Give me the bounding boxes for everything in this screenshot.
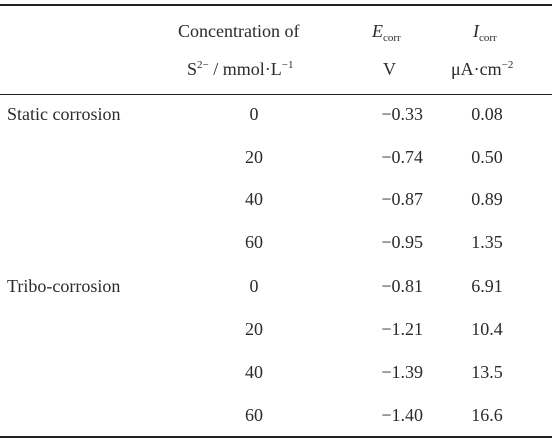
row-icorr: 0.08 <box>471 104 503 124</box>
row-ecorr: −0.81 <box>381 276 423 296</box>
row-concentration: 0 <box>249 104 259 124</box>
row-concentration: 0 <box>249 276 259 296</box>
header-concentration-line1: Concentration of <box>178 21 299 42</box>
row-concentration: 60 <box>245 232 263 252</box>
header-sulfide-charge: 2− <box>197 59 209 71</box>
header-sulfide-symbol: S <box>187 59 198 79</box>
row-concentration: 60 <box>245 405 263 425</box>
header-ecorr-unit: V <box>383 59 396 80</box>
row-ecorr: −0.33 <box>381 104 423 124</box>
row-icorr: 6.91 <box>471 276 503 296</box>
row-ecorr: −1.40 <box>381 405 423 425</box>
row-group-label: Static corrosion <box>7 104 121 124</box>
header-concentration-label: Concentration of <box>178 21 300 41</box>
row-icorr: 16.6 <box>471 405 503 425</box>
header-icorr-unit: μA·cm−2 <box>451 59 513 80</box>
row-ecorr: −0.74 <box>381 147 423 167</box>
header-icorr-symbol: I <box>473 21 479 41</box>
header-ecorr-subscript: corr <box>383 32 401 44</box>
table-header-rule <box>0 94 552 95</box>
row-concentration: 40 <box>245 362 263 382</box>
row-ecorr: −1.21 <box>381 319 423 339</box>
header-icorr-line1: Icorr <box>473 21 497 44</box>
row-ecorr: −0.87 <box>381 189 423 209</box>
row-icorr: 1.35 <box>471 232 503 252</box>
row-icorr: 0.50 <box>471 147 503 167</box>
row-ecorr: −0.95 <box>381 232 423 252</box>
header-concentration-unit-exponent: −1 <box>281 59 294 71</box>
row-icorr: 13.5 <box>471 362 503 382</box>
row-concentration: 40 <box>245 189 263 209</box>
row-concentration: 20 <box>245 319 263 339</box>
table-bottom-rule <box>0 436 552 438</box>
header-icorr-subscript: corr <box>479 32 497 44</box>
header-concentration-line2: S2− / mmol·L−1 <box>187 59 293 80</box>
row-icorr: 0.89 <box>471 189 503 209</box>
row-ecorr: −1.39 <box>381 362 423 382</box>
header-icorr-unit-text: μA·cm <box>451 59 502 79</box>
header-ecorr-unit-text: V <box>383 59 396 79</box>
row-icorr: 10.4 <box>471 319 503 339</box>
header-ecorr-line1: Ecorr <box>372 21 401 44</box>
row-concentration: 20 <box>245 147 263 167</box>
header-icorr-unit-exponent: −2 <box>501 59 514 71</box>
row-group-label: Tribo-corrosion <box>7 276 121 296</box>
table-top-rule <box>0 4 552 6</box>
header-concentration-unit: / mmol·L <box>208 59 282 79</box>
header-ecorr-symbol: E <box>372 21 383 41</box>
